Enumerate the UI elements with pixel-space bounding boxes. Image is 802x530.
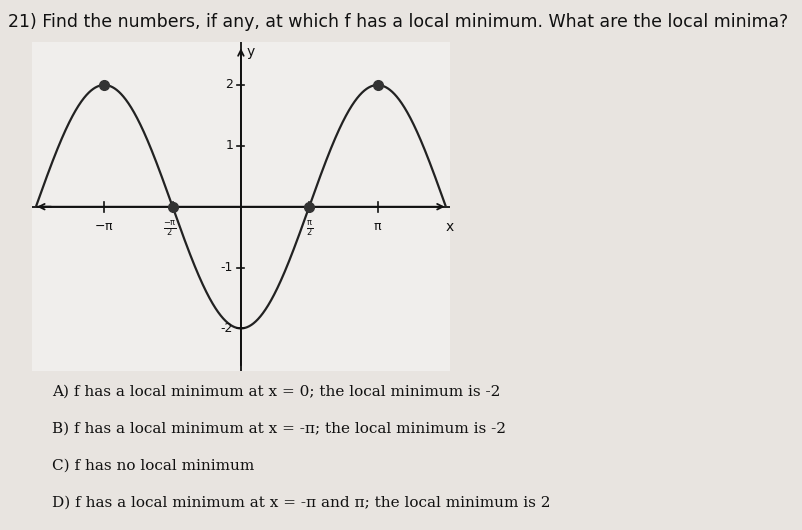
Text: 2: 2: [225, 78, 233, 92]
Text: $\mathsf{\frac{-\pi}{2}}$: $\mathsf{\frac{-\pi}{2}}$: [164, 220, 177, 239]
Text: x: x: [445, 220, 453, 234]
Text: -1: -1: [221, 261, 233, 274]
Text: y: y: [246, 46, 254, 59]
Text: 21) Find the numbers, if any, at which f has a local minimum. What are the local: 21) Find the numbers, if any, at which f…: [8, 13, 788, 31]
Text: 1: 1: [225, 139, 233, 152]
Text: -2: -2: [221, 322, 233, 335]
Text: A) f has a local minimum at x = 0; the local minimum is -2: A) f has a local minimum at x = 0; the l…: [52, 384, 500, 398]
Text: B) f has a local minimum at x = -π; the local minimum is -2: B) f has a local minimum at x = -π; the …: [52, 421, 505, 435]
Text: $\mathsf{\pi}$: $\mathsf{\pi}$: [372, 220, 382, 233]
Text: C) f has no local minimum: C) f has no local minimum: [52, 458, 254, 472]
Text: $\mathsf{-\pi}$: $\mathsf{-\pi}$: [95, 220, 114, 233]
Text: $\mathsf{\frac{\pi}{2}}$: $\mathsf{\frac{\pi}{2}}$: [306, 220, 313, 239]
Text: D) f has a local minimum at x = -π and π; the local minimum is 2: D) f has a local minimum at x = -π and π…: [52, 496, 550, 509]
